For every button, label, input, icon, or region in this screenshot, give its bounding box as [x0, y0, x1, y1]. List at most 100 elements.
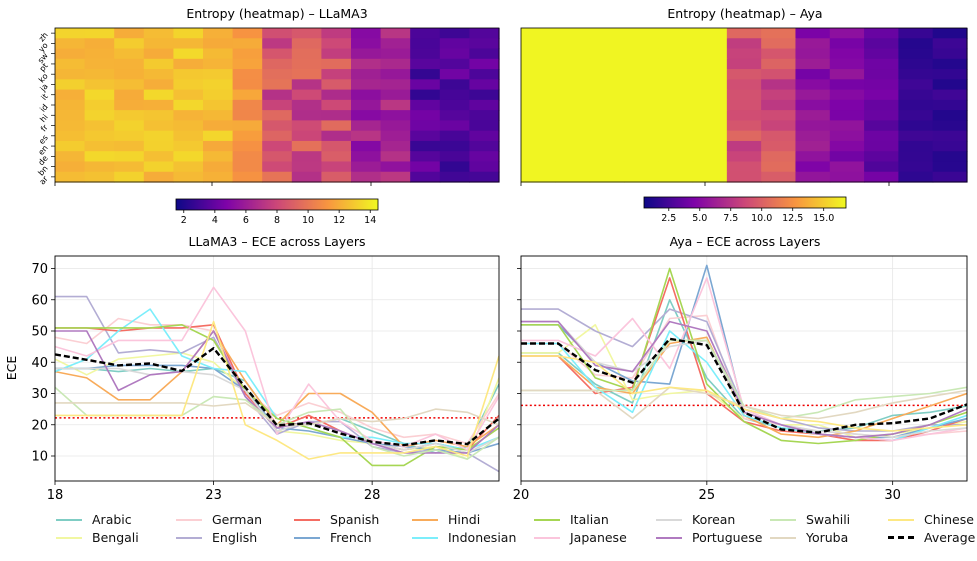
- heatmap-cell: [439, 171, 470, 183]
- heatmap-cell: [439, 140, 470, 152]
- heatmap-cell: [291, 171, 322, 183]
- heatmap-cell: [410, 110, 441, 121]
- heatmap-cell: [114, 48, 145, 60]
- legend-label: Yoruba: [806, 530, 849, 545]
- heatmap-cell: [173, 99, 204, 111]
- heatmap-cell: [829, 28, 865, 39]
- legend-label: French: [330, 530, 372, 545]
- heatmap-cell: [589, 58, 625, 70]
- heatmap-cell: [291, 28, 322, 39]
- heatmap-cell: [84, 161, 115, 173]
- heatmap-cell: [351, 120, 382, 132]
- heatmap-cell: [439, 110, 470, 121]
- legend-item-french: French: [294, 530, 372, 545]
- heatmap-cell: [932, 38, 968, 50]
- heatmap-cell: [469, 151, 500, 163]
- heatmap-cell: [262, 120, 293, 132]
- heatmap-cell: [589, 120, 625, 132]
- legend-item-spanish: Spanish: [294, 512, 379, 527]
- heatmap-cell: [469, 140, 500, 152]
- heatmap-cell: [658, 79, 694, 91]
- heatmap-cell: [84, 89, 115, 101]
- legend-label: English: [212, 530, 258, 545]
- heatmap-cell: [692, 58, 728, 70]
- heatmap-cell: [932, 28, 968, 39]
- colorbar-tick-label: 4: [212, 215, 218, 226]
- heatmap-cell: [761, 171, 797, 183]
- heatmap-cell: [55, 161, 86, 173]
- heatmap-cell: [658, 89, 694, 101]
- heatmap-llama: [54, 27, 500, 186]
- colorbar-tick-label: 8: [274, 215, 280, 226]
- heatmap-cell: [692, 48, 728, 60]
- legend-item-german: German: [176, 512, 262, 527]
- heatmap-cell: [795, 151, 831, 163]
- heatmap-cell: [623, 151, 659, 163]
- legend-item-korean: Korean: [656, 512, 735, 527]
- heatmap-cell: [410, 120, 441, 132]
- heatmap-cell: [521, 79, 556, 91]
- heatmap-cell: [55, 140, 86, 152]
- legend-item-indonesian: Indonesian: [412, 530, 516, 545]
- heatmap-cell: [55, 130, 86, 142]
- heatmap-cell: [262, 171, 293, 183]
- heatmap-cell: [55, 69, 86, 80]
- heatmap-cell: [114, 69, 145, 80]
- heatmap-cell: [114, 151, 145, 163]
- heatmap-cell: [864, 89, 899, 101]
- heatmap-cell: [55, 28, 86, 39]
- heatmap-cell: [898, 48, 934, 60]
- heatmap-cell: [623, 69, 659, 80]
- heatmap-cell: [864, 110, 899, 121]
- legend-swatch: [294, 518, 320, 521]
- colorbar-tick-label: 12: [333, 215, 345, 226]
- heatmap-cell: [291, 48, 322, 60]
- legend-item-average: Average: [888, 530, 975, 545]
- heatmap-cell: [143, 28, 174, 39]
- colorbar-tick-label: 15.0: [813, 213, 834, 224]
- heatmap-cell: [351, 28, 382, 39]
- heatmap-cell: [55, 110, 86, 121]
- legend-item-japanese: Japanese: [534, 530, 627, 545]
- heatmap-cell: [521, 99, 556, 111]
- heatmap-cell: [469, 110, 500, 121]
- legend-swatch: [56, 536, 82, 539]
- heatmap-cell: [864, 120, 899, 132]
- heatmap-cell: [555, 28, 591, 39]
- heatmap-cell: [658, 99, 694, 111]
- heatmap-cell: [555, 151, 591, 163]
- heatmap-cell: [114, 161, 145, 173]
- heatmap-cell: [932, 171, 968, 183]
- heatmap-cell: [469, 79, 500, 91]
- heatmap-cell: [380, 120, 411, 132]
- heatmap-cell: [898, 38, 934, 50]
- heatmap-cell: [795, 69, 831, 80]
- heatmap-cell: [351, 38, 382, 50]
- legend-swatch: [56, 518, 82, 521]
- heatmap-cell: [469, 58, 500, 70]
- legend-swatch: [770, 536, 796, 539]
- heatmap-cell: [469, 89, 500, 101]
- legend-swatch: [176, 536, 202, 539]
- heatmap-cell: [864, 69, 899, 80]
- heatmap-cell: [932, 110, 968, 121]
- series-line-chinese: [521, 355, 967, 432]
- heatmap-cell: [469, 69, 500, 80]
- legend-label: Average: [924, 530, 976, 545]
- heatmap-cell: [55, 48, 86, 60]
- heatmap-cell: [623, 28, 659, 39]
- heatmap-cell: [410, 161, 441, 173]
- heatmap-cell: [692, 38, 728, 50]
- heatmap-cell: [555, 140, 591, 152]
- heatmap-cell: [658, 151, 694, 163]
- heatmap-cell: [439, 79, 470, 91]
- heatmap-cell: [173, 58, 204, 70]
- heatmap-cell: [589, 151, 625, 163]
- series-line-portuguese: [55, 330, 499, 454]
- heatmap-cell: [589, 69, 625, 80]
- heatmap-cell: [932, 79, 968, 91]
- heatmap-cell: [692, 130, 728, 142]
- heatmap-cell: [898, 69, 934, 80]
- heatmap-cell: [143, 120, 174, 132]
- heatmap-cell: [898, 120, 934, 132]
